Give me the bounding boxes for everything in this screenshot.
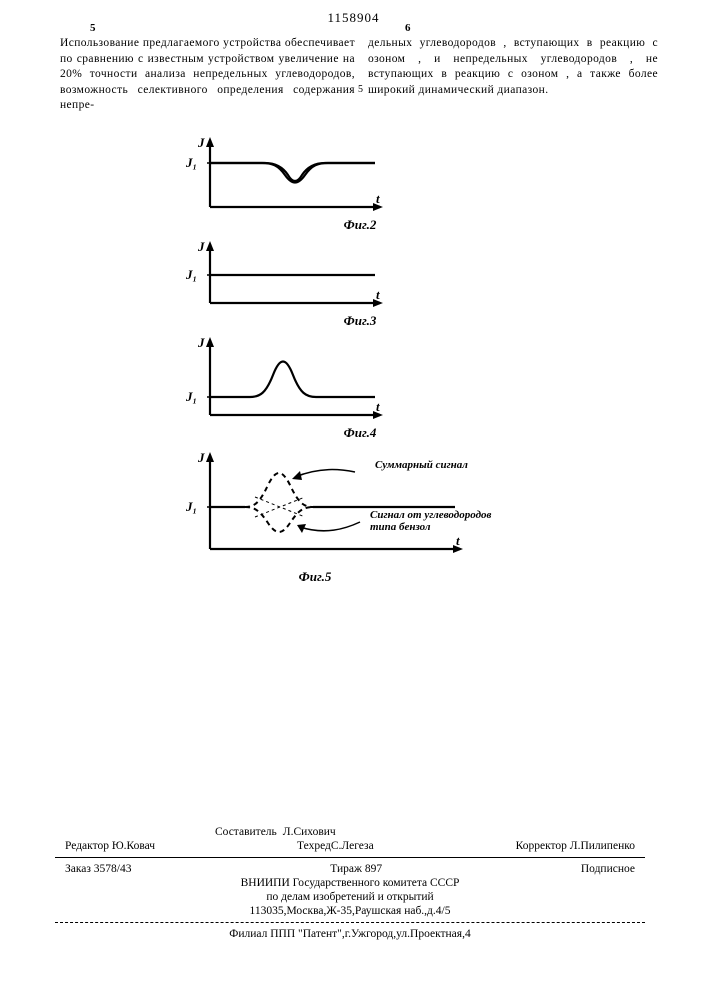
corrector-name: Л.Пилипенко bbox=[570, 840, 635, 852]
compiler-label: Составитель bbox=[215, 826, 277, 838]
fig4-chart: J J₁ t bbox=[180, 335, 390, 423]
tirazh: Тираж 897 bbox=[330, 863, 382, 875]
fig5-caption: Фиг.5 bbox=[90, 569, 540, 585]
org-line-2: по делам изобретений и открытий bbox=[55, 890, 645, 904]
fig3-ytick: J₁ bbox=[185, 267, 197, 282]
org-line-3: 113035,Москва,Ж-35,Раушская наб.,д.4/5 bbox=[55, 904, 645, 918]
editor-label: Редактор bbox=[65, 840, 109, 852]
figure-3: J J₁ t Фиг.3 bbox=[180, 239, 540, 329]
fig3-caption: Фиг.3 bbox=[180, 313, 540, 329]
fig3-ylabel: J bbox=[197, 239, 205, 254]
fig2-caption: Фиг.2 bbox=[180, 217, 540, 233]
fig5-ytick: J₁ bbox=[185, 499, 197, 514]
fig5-xlabel: t bbox=[456, 533, 460, 548]
editor-name: Ю.Ковач bbox=[112, 840, 155, 852]
fig5-ylabel: J bbox=[197, 450, 205, 465]
fig4-caption: Фиг.4 bbox=[180, 425, 540, 441]
fig4-ytick: J₁ bbox=[185, 389, 197, 404]
branch-line: Филиал ППП "Патент",г.Ужгород,ул.Проектн… bbox=[55, 927, 645, 941]
footer-rule-2 bbox=[55, 922, 645, 923]
fig2-ylabel: J bbox=[197, 135, 205, 150]
fig2-ytick: J₁ bbox=[185, 155, 197, 170]
figure-4: J J₁ t Фиг.4 bbox=[180, 335, 540, 441]
fig4-ylabel: J bbox=[197, 335, 205, 350]
org-line-1: ВНИИПИ Государственного комитета СССР bbox=[55, 876, 645, 890]
fig3-xlabel: t bbox=[376, 287, 380, 302]
fig3-chart: J J₁ t bbox=[180, 239, 390, 311]
compiler-name: Л.Сихович bbox=[283, 826, 336, 838]
figure-2: J J₁ t Фиг.2 bbox=[180, 135, 540, 233]
column-left: Использование предлагаемого устройства о… bbox=[60, 36, 355, 114]
figures-block: J J₁ t Фиг.2 J J₁ t Фиг.3 bbox=[180, 135, 540, 591]
doc-number: 1158904 bbox=[0, 10, 707, 26]
footer: Составитель Л.Сихович Редактор Ю.Ковач Т… bbox=[55, 825, 645, 941]
fig2-xlabel: t bbox=[376, 191, 380, 206]
figure-5: J J₁ t Суммарный сигнал Сигнал от углево… bbox=[160, 447, 540, 585]
podpisnoe: Подписное bbox=[581, 863, 635, 875]
techred-label: Техред bbox=[297, 840, 331, 852]
order-number: Заказ 3578/43 bbox=[65, 863, 132, 875]
fig2-chart: J J₁ t bbox=[180, 135, 390, 215]
corrector-label: Корректор bbox=[516, 840, 567, 852]
line-number-marker: 5 bbox=[358, 84, 363, 95]
fig4-xlabel: t bbox=[376, 399, 380, 414]
fig5-annot-sum: Суммарный сигнал bbox=[375, 459, 485, 471]
page-mark-right: 6 bbox=[405, 22, 411, 34]
page-mark-left: 5 bbox=[90, 22, 96, 34]
footer-rule-1 bbox=[55, 857, 645, 858]
column-right: дельных углеводородов , вступающих в реа… bbox=[368, 36, 658, 98]
techred-name: С.Легеза bbox=[331, 840, 374, 852]
fig5-annot-benz: Сигнал от углеводородов типа бензол bbox=[370, 509, 510, 533]
